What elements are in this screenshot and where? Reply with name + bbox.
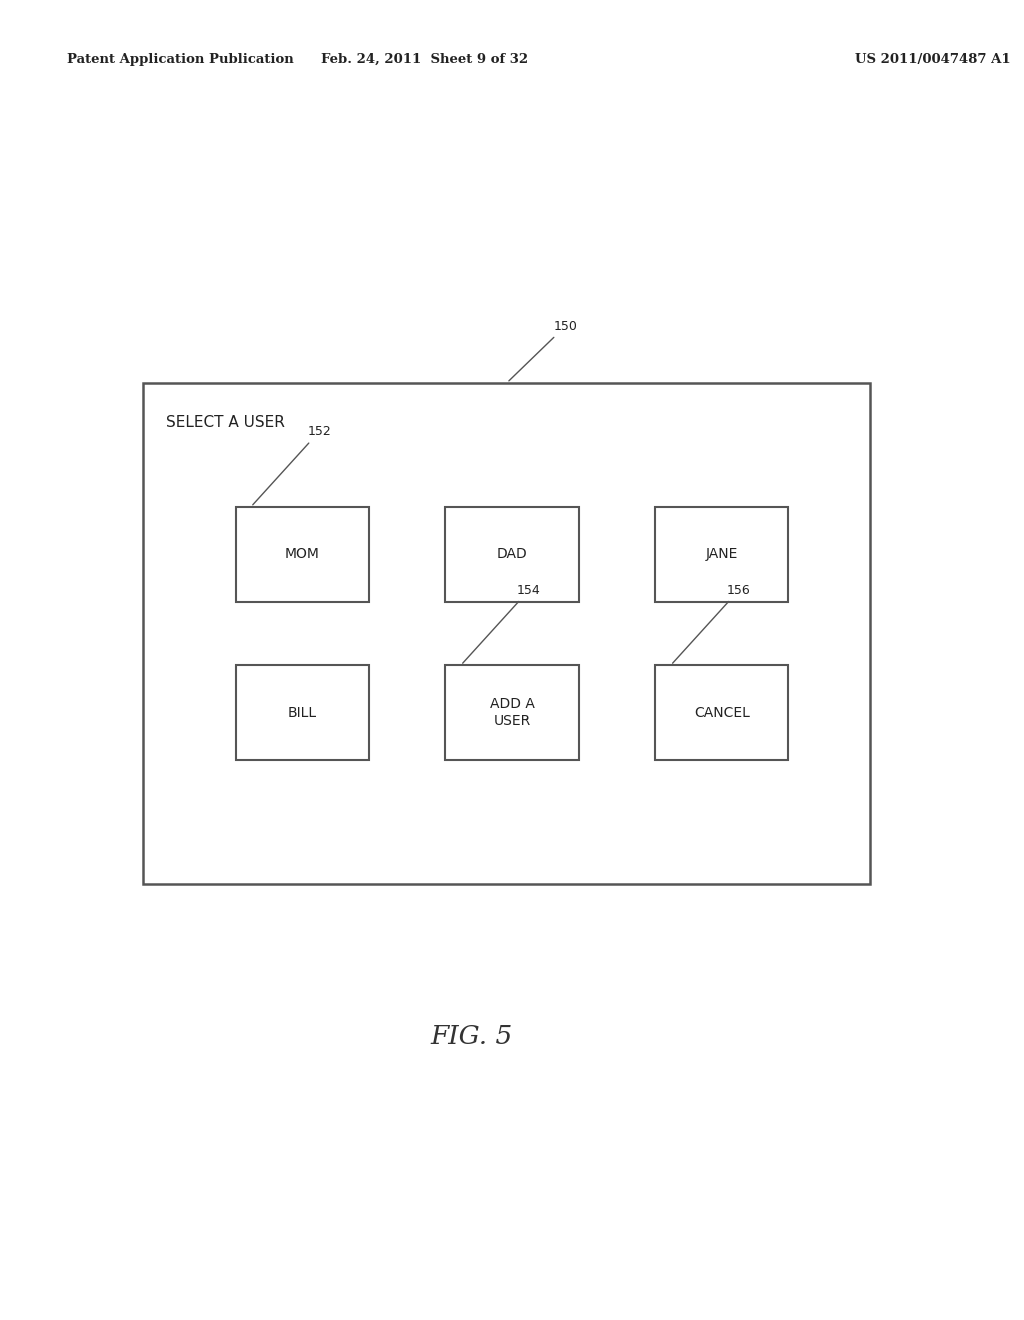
Text: ADD A
USER: ADD A USER [489,697,535,729]
Text: BILL: BILL [288,706,316,719]
Bar [655,665,788,760]
Text: CANCEL: CANCEL [694,706,750,719]
Text: JANE: JANE [706,548,738,561]
Bar [445,507,579,602]
Text: MOM: MOM [285,548,319,561]
Text: 150: 150 [509,319,578,381]
Text: DAD: DAD [497,548,527,561]
Text: Feb. 24, 2011  Sheet 9 of 32: Feb. 24, 2011 Sheet 9 of 32 [322,53,528,66]
Text: 156: 156 [673,583,751,663]
Text: Patent Application Publication: Patent Application Publication [67,53,293,66]
Text: 154: 154 [463,583,541,663]
Text: 152: 152 [253,425,331,504]
Text: US 2011/0047487 A1: US 2011/0047487 A1 [855,53,1011,66]
Text: FIG. 5: FIG. 5 [430,1024,512,1048]
Bar [236,665,369,760]
Text: SELECT A USER: SELECT A USER [166,414,285,430]
Bar [655,507,788,602]
Bar [143,383,870,884]
Bar [445,665,579,760]
Bar [236,507,369,602]
